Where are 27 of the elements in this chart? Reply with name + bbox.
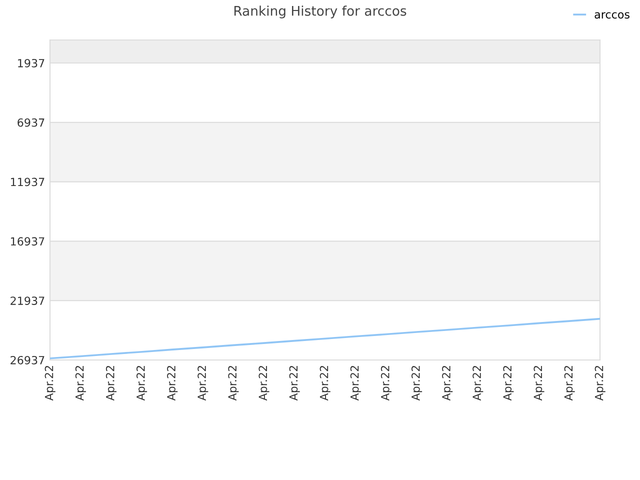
legend-label: arccos [594, 12, 630, 19]
x-tick-label: Apr.22 [289, 366, 300, 401]
y-tick-label: 26937 [10, 356, 44, 364]
x-tick-label: Apr.22 [75, 366, 86, 401]
x-tick-label: Apr.22 [380, 366, 392, 401]
y-tick-label: 21937 [10, 296, 44, 305]
y-tick-label: 6937 [18, 118, 44, 127]
x-tick-label: Apr.22 [106, 366, 116, 401]
x-tick-label: Apr.22 [198, 366, 208, 401]
chart-title: Ranking History for arccos [234, 6, 406, 18]
x-tick-label: Apr.22 [44, 366, 56, 401]
x-tick-label: Apr.22 [136, 366, 148, 401]
y-tick-label: 1937 [18, 58, 44, 68]
x-tick-label: Apr.22 [228, 366, 239, 401]
x-tick-label: Apr.22 [472, 366, 484, 401]
x-tick-label: Apr.22 [411, 366, 422, 401]
y-tick-label: 16937 [11, 237, 44, 246]
x-tick-label: Apr.22 [442, 366, 453, 401]
x-tick-label: Apr.22 [258, 366, 270, 401]
x-tick-label: Apr.22 [534, 366, 544, 401]
y-tick-label: 11937 [11, 178, 44, 186]
x-tick-label: Apr.22 [594, 366, 606, 401]
x-tick-label: Apr.22 [320, 366, 330, 401]
x-tick-label: Apr.22 [503, 366, 514, 401]
x-tick-label: Apr.22 [350, 366, 361, 401]
x-tick-label: Apr.22 [167, 366, 178, 401]
x-tick-label: Apr.22 [564, 366, 575, 401]
